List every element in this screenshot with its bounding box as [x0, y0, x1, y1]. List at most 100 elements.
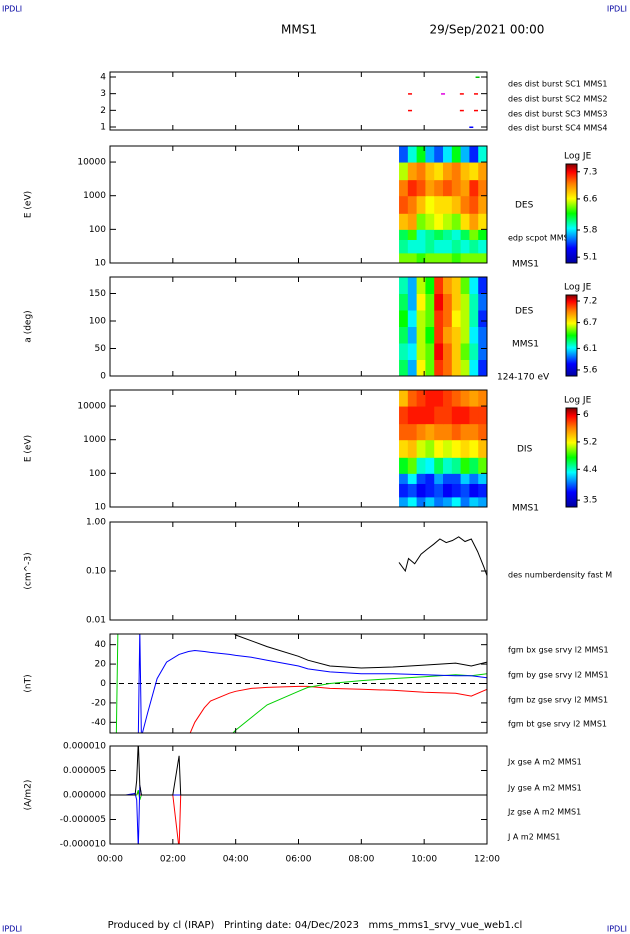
legend-entry: des dist burst SC3 MMS3 — [508, 110, 607, 119]
cell — [460, 473, 470, 484]
colorbar — [565, 163, 578, 264]
cell — [416, 146, 426, 163]
colorbar-tick-label: 6 — [583, 410, 589, 420]
cell — [416, 359, 426, 376]
cell — [469, 310, 479, 327]
legend-entry: fgm bx gse srvy l2 MMS1 — [508, 646, 609, 655]
cell — [478, 359, 487, 376]
cell — [407, 146, 418, 163]
cell — [407, 229, 418, 240]
cell — [478, 326, 487, 344]
plot-area — [110, 634, 487, 733]
cell — [460, 146, 470, 163]
cell — [443, 195, 453, 214]
cell — [416, 252, 426, 263]
y-tick-label: 20 — [95, 660, 107, 670]
logo: IPDLI — [2, 925, 22, 934]
cell — [460, 229, 470, 240]
series-line — [189, 685, 487, 733]
cell — [434, 326, 444, 344]
cell — [460, 457, 470, 474]
cell — [407, 343, 418, 360]
cell — [469, 179, 479, 197]
cell — [478, 239, 487, 254]
cell — [478, 457, 487, 474]
cell — [416, 195, 426, 214]
cell — [407, 162, 418, 181]
y-axis-label: E (eV) — [24, 191, 34, 218]
frame — [109, 71, 488, 131]
legend-entry: fgm by gse srvy l2 MMS1 — [508, 671, 609, 680]
y-tick-label: 40 — [95, 640, 107, 650]
y-tick-label: 0 — [100, 679, 106, 689]
cell — [451, 473, 462, 484]
cell — [407, 423, 418, 441]
colorbar-tick-label: 3.5 — [583, 496, 597, 506]
cell — [451, 359, 462, 376]
cell — [425, 229, 435, 240]
cell — [469, 439, 479, 458]
colorbar-tick-label: 5.2 — [583, 437, 597, 447]
cell — [460, 359, 470, 376]
cell — [399, 483, 409, 498]
cell — [460, 343, 470, 360]
point — [459, 93, 464, 95]
x-tick-label: 12:00 — [474, 855, 500, 865]
annotation: 124-170 eV — [497, 373, 550, 383]
cell — [407, 496, 418, 507]
y-tick-label: 0.000000 — [63, 791, 106, 801]
legend-entry: fgm bt gse srvy l2 MMS1 — [508, 720, 607, 729]
cell — [478, 229, 487, 240]
cell — [443, 162, 453, 181]
legend-entry: fgm bz gse srvy l2 MMS1 — [508, 696, 608, 705]
y-axis-label: E (eV) — [24, 435, 34, 462]
cell — [451, 406, 462, 425]
cell — [443, 423, 453, 441]
point — [408, 109, 413, 112]
cell — [425, 406, 435, 425]
cell — [425, 457, 435, 474]
cell — [434, 483, 444, 498]
cell — [443, 239, 453, 254]
cell — [451, 343, 462, 360]
cell — [451, 239, 462, 254]
cell — [451, 496, 462, 507]
cell — [407, 195, 418, 214]
cell — [399, 457, 409, 474]
y-tick-label: -0.000005 — [60, 815, 106, 825]
cell — [416, 326, 426, 344]
cell — [478, 343, 487, 360]
cell — [399, 390, 409, 407]
cell — [407, 473, 418, 484]
cell — [478, 213, 487, 230]
cell — [443, 473, 453, 484]
cell — [416, 343, 426, 360]
cell — [434, 213, 444, 230]
cell — [425, 310, 435, 327]
title: MMS1 — [281, 23, 317, 37]
cell — [399, 359, 409, 376]
colorbar-tick-label: 6.6 — [583, 194, 598, 204]
cell — [460, 439, 470, 458]
point — [469, 126, 474, 128]
cell — [443, 229, 453, 240]
cell — [469, 473, 479, 484]
y-tick-label: 100 — [89, 469, 106, 479]
annotation: DES — [515, 201, 534, 211]
cell — [469, 162, 479, 181]
y-tick-label: -40 — [91, 718, 106, 728]
cell — [425, 326, 435, 344]
cell — [443, 252, 453, 263]
legend-entry: des dist burst SC4 MMS4 — [508, 124, 607, 133]
plot-area — [399, 277, 487, 376]
annotation: DES — [515, 307, 534, 317]
cell — [399, 252, 409, 263]
y-tick-label: 0 — [100, 372, 106, 382]
legend-entry: des dist burst SC2 MMS2 — [508, 95, 607, 104]
cell — [416, 496, 426, 507]
cell — [443, 293, 453, 311]
y-tick-label: 2 — [100, 106, 106, 116]
cell — [443, 406, 453, 425]
cell — [416, 390, 426, 407]
cell — [434, 252, 444, 263]
